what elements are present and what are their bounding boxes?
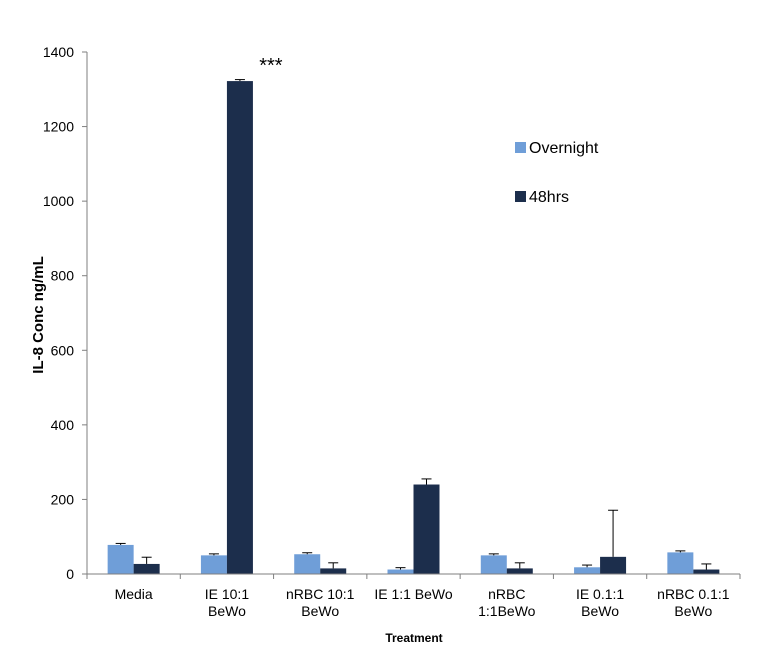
bar-overnight [480, 555, 507, 574]
x-tick-label: nRBC 10:1 [286, 586, 355, 602]
x-tick-label: BeWo [208, 603, 246, 619]
annotations-layer: *** [259, 55, 283, 77]
bar-overnight [200, 555, 227, 574]
bar-48hrs [226, 81, 253, 574]
y-tick-label: 600 [51, 342, 75, 358]
bar-48hrs [600, 556, 627, 574]
y-tick-label: 1400 [43, 44, 74, 60]
legend-swatch-48hrs [515, 191, 526, 202]
x-tick-label: nRBC [488, 586, 525, 602]
bar-overnight [574, 567, 601, 574]
legend: Overnight 48hrs [515, 140, 599, 206]
x-tick-label: Media [115, 586, 153, 602]
ticks-layer [82, 51, 741, 579]
bar-48hrs [506, 568, 533, 574]
y-tick-label: 400 [51, 417, 75, 433]
bar-overnight [387, 569, 414, 574]
legend-label-overnight: Overnight [529, 140, 599, 157]
x-tick-label: BeWo [581, 603, 619, 619]
bars-layer [107, 81, 720, 574]
bar-48hrs [693, 569, 720, 574]
bar-overnight [667, 552, 694, 574]
legend-label-48hrs: 48hrs [529, 189, 569, 206]
y-tick-label: 0 [66, 566, 74, 582]
significance-annotation: *** [259, 55, 283, 77]
x-tick-label: nRBC 0.1:1 [657, 586, 730, 602]
bar-48hrs [320, 568, 347, 574]
y-tick-label: 800 [51, 268, 75, 284]
bar-overnight [107, 544, 134, 574]
legend-swatch-overnight [515, 142, 526, 153]
y-tick-label: 1200 [43, 119, 74, 135]
x-tick-label: IE 10:1 [205, 586, 250, 602]
x-axis-title: Treatment [385, 631, 442, 645]
y-axis-title: IL-8 Conc ng/mL [30, 256, 47, 374]
bar-overnight [294, 554, 321, 574]
bar-48hrs [133, 563, 160, 574]
y-tick-label: 200 [51, 491, 75, 507]
x-tick-label: 1:1BeWo [478, 603, 536, 619]
error-bars-layer [115, 79, 712, 570]
x-tick-label: BeWo [674, 603, 712, 619]
bar-48hrs [413, 484, 440, 574]
y-tick-label: 1000 [43, 193, 74, 209]
x-tick-label: BeWo [301, 603, 339, 619]
x-tick-label: IE 0.1:1 [576, 586, 624, 602]
x-tick-label: IE 1:1 BeWo [374, 586, 453, 602]
